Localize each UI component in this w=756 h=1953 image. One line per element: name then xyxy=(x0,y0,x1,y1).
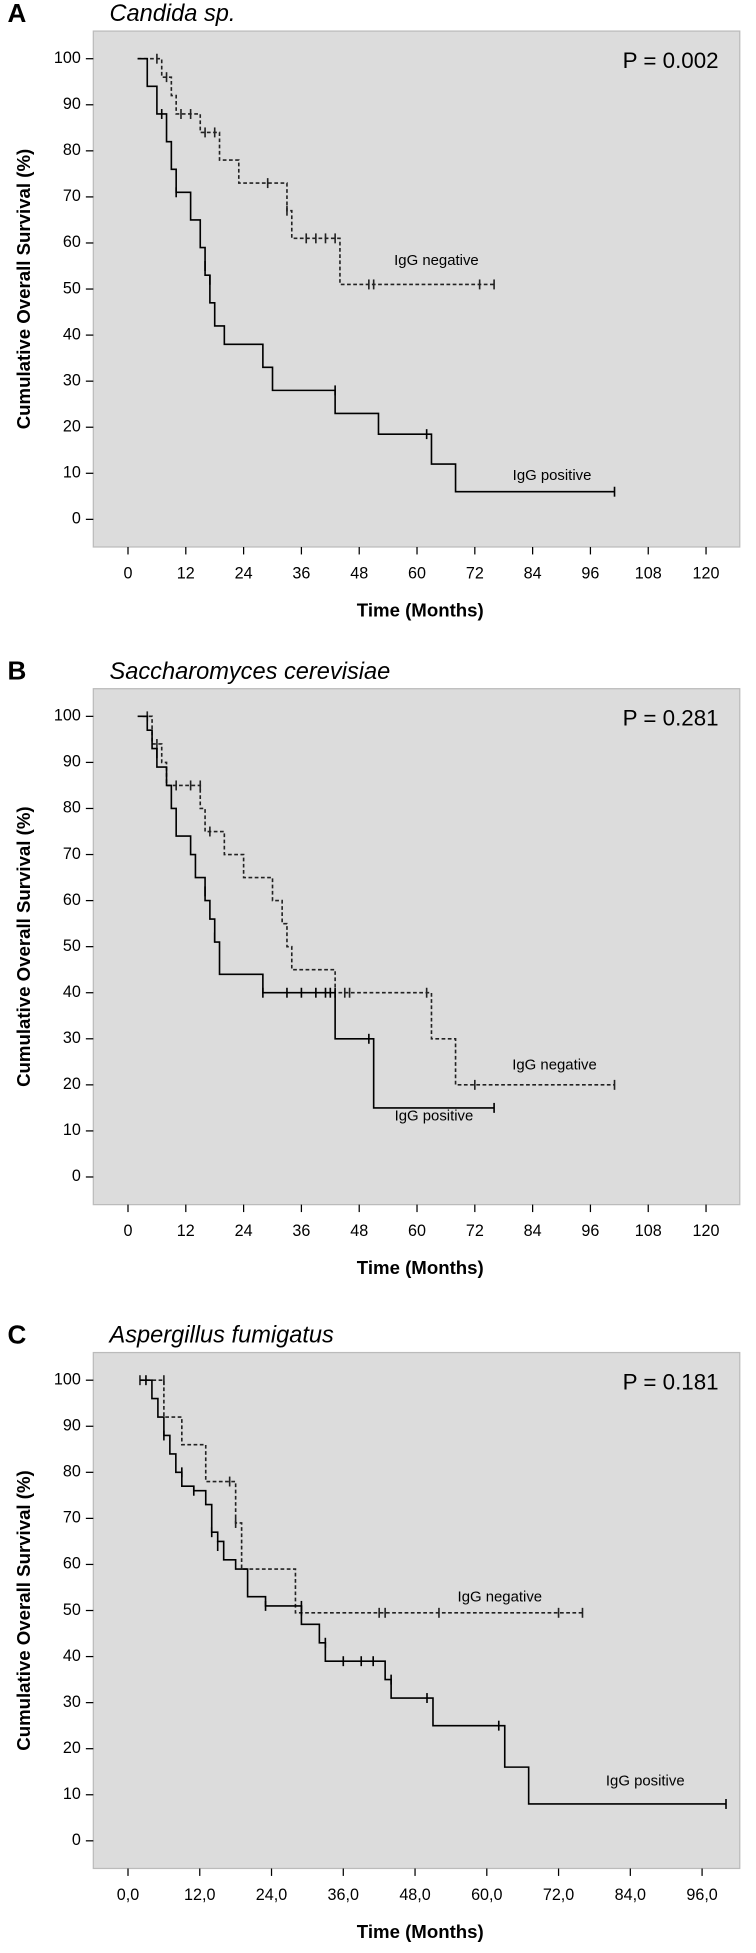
plot-area xyxy=(92,30,741,548)
x-tick-label: 48,0 xyxy=(399,1886,430,1904)
x-tick-label: 96,0 xyxy=(686,1886,717,1904)
y-tick-label: 90 xyxy=(63,95,81,113)
x-tick-label: 24 xyxy=(235,565,253,583)
x-tick-label: 0,0 xyxy=(117,1886,139,1904)
x-tick-label: 72 xyxy=(466,1222,484,1240)
x-axis-label: Time (Months) xyxy=(357,600,484,621)
y-tick-label: 80 xyxy=(63,141,81,159)
y-tick-label: 40 xyxy=(63,983,81,1001)
x-tick-label: 60 xyxy=(408,1222,426,1240)
survival-curve xyxy=(139,1379,727,1805)
x-tick-label: 12 xyxy=(177,565,195,583)
panel: B Saccharomyces cerevisiae P = 0.281 Time (… xyxy=(8,655,741,1278)
x-tick-label: 0 xyxy=(123,565,132,583)
series-label: IgG positive xyxy=(606,1773,685,1789)
y-tick-label: 50 xyxy=(63,937,81,955)
x-tick-label: 60,0 xyxy=(471,1886,502,1904)
x-tick-label: 60 xyxy=(408,565,426,583)
series-label: IgG negative xyxy=(394,253,479,269)
y-tick-label: 10 xyxy=(63,1785,81,1803)
x-tick-label: 120 xyxy=(693,565,720,583)
y-tick-label: 100 xyxy=(54,707,81,725)
y-tick-label: 0 xyxy=(72,1167,81,1185)
panel-title: Candida sp. xyxy=(109,1,235,27)
series-label: IgG negative xyxy=(512,1057,597,1073)
y-axis-label: Cumulative Overall Survival (%) xyxy=(13,149,34,430)
y-tick-label: 100 xyxy=(54,49,81,67)
x-axis-label: Time (Months) xyxy=(357,1257,484,1278)
y-tick-label: 60 xyxy=(63,1555,81,1573)
survival-curve xyxy=(137,57,615,493)
y-axis-label: Cumulative Overall Survival (%) xyxy=(13,806,34,1087)
panel: C Aspergillus fumigatus P = 0.181 Time (Mon… xyxy=(8,1319,741,1942)
x-tick-label: 36 xyxy=(292,1222,310,1240)
series-label: IgG positive xyxy=(513,468,592,484)
x-tick-label: 108 xyxy=(635,1222,662,1240)
panel-title: Aspergillus fumigatus xyxy=(107,1323,334,1349)
x-tick-label: 84,0 xyxy=(615,1886,646,1904)
y-axis-label: Cumulative Overall Survival (%) xyxy=(13,1470,34,1751)
panel-letter: B xyxy=(8,655,27,685)
survival-curve xyxy=(142,715,615,1086)
y-tick-label: 0 xyxy=(72,1831,81,1849)
x-tick-label: 108 xyxy=(635,565,662,583)
panel-letter: A xyxy=(8,0,27,28)
panel-title: Saccharomyces cerevisiae xyxy=(109,659,390,685)
y-tick-label: 50 xyxy=(63,1601,81,1619)
series-label: IgG positive xyxy=(395,1108,474,1124)
y-tick-label: 70 xyxy=(63,845,81,863)
y-tick-label: 10 xyxy=(63,1121,81,1139)
y-tick-label: 100 xyxy=(54,1370,81,1388)
x-tick-label: 12 xyxy=(177,1222,195,1240)
x-tick-label: 84 xyxy=(524,1222,542,1240)
x-tick-label: 24 xyxy=(235,1222,253,1240)
x-axis-label: Time (Months) xyxy=(357,1921,484,1942)
x-tick-label: 0 xyxy=(123,1222,132,1240)
p-value: P = 0.281 xyxy=(623,706,719,731)
y-tick-label: 60 xyxy=(63,891,81,909)
y-tick-label: 90 xyxy=(63,753,81,771)
y-tick-label: 80 xyxy=(63,1463,81,1481)
p-value: P = 0.181 xyxy=(623,1370,719,1395)
y-tick-label: 20 xyxy=(63,417,81,435)
x-tick-label: 96 xyxy=(581,1222,599,1240)
series-label: IgG negative xyxy=(458,1589,543,1605)
y-tick-label: 20 xyxy=(63,1075,81,1093)
y-tick-label: 40 xyxy=(63,1647,81,1665)
plot-area xyxy=(92,1351,741,1870)
panel: A Candida sp. P = 0.002 Time (Months) Cumula… xyxy=(8,0,741,621)
y-tick-label: 0 xyxy=(72,510,81,528)
y-tick-label: 90 xyxy=(63,1417,81,1435)
x-tick-label: 36,0 xyxy=(328,1886,359,1904)
y-tick-label: 40 xyxy=(63,325,81,343)
y-tick-label: 10 xyxy=(63,464,81,482)
plot-area xyxy=(92,688,741,1206)
x-tick-label: 72,0 xyxy=(543,1886,574,1904)
y-tick-label: 20 xyxy=(63,1739,81,1757)
y-tick-label: 30 xyxy=(63,1029,81,1047)
survival-curve xyxy=(139,1379,583,1614)
x-tick-label: 120 xyxy=(693,1222,720,1240)
y-tick-label: 60 xyxy=(63,233,81,251)
x-tick-label: 72 xyxy=(466,565,484,583)
panel-letter: C xyxy=(8,1319,27,1349)
x-tick-label: 24,0 xyxy=(256,1886,287,1904)
x-tick-label: 48 xyxy=(350,565,368,583)
y-tick-label: 70 xyxy=(63,187,81,205)
x-tick-label: 12,0 xyxy=(184,1886,215,1904)
y-tick-label: 50 xyxy=(63,279,81,297)
y-tick-label: 30 xyxy=(63,1693,81,1711)
x-tick-label: 36 xyxy=(292,565,310,583)
y-tick-label: 80 xyxy=(63,799,81,817)
y-tick-label: 30 xyxy=(63,371,81,389)
p-value: P = 0.002 xyxy=(623,48,719,73)
survival-curve xyxy=(137,57,495,286)
x-tick-label: 96 xyxy=(581,565,599,583)
x-tick-label: 84 xyxy=(524,565,542,583)
y-tick-label: 70 xyxy=(63,1509,81,1527)
x-tick-label: 48 xyxy=(350,1222,368,1240)
